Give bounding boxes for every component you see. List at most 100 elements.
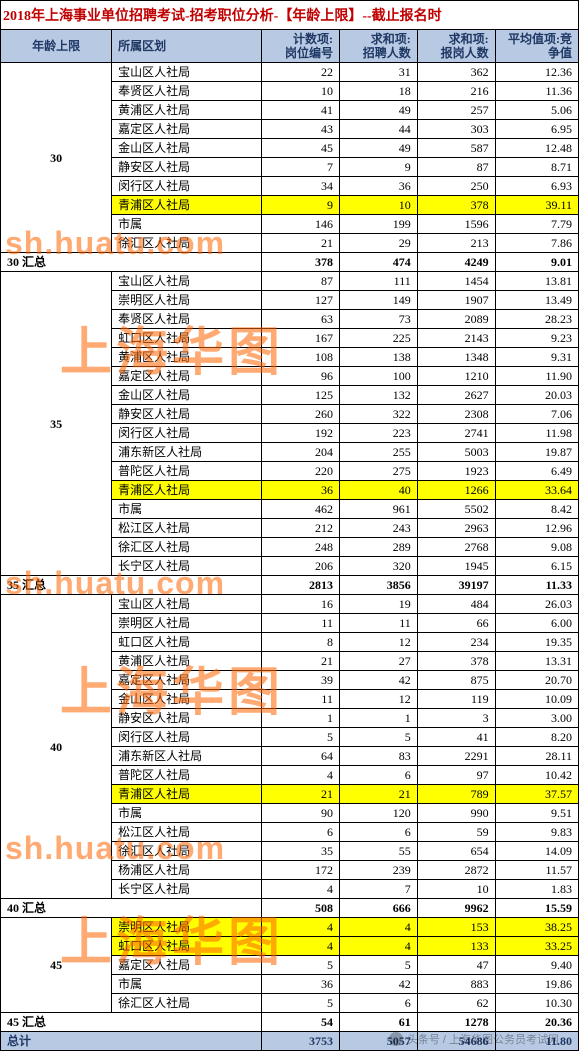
count-cell: 248 [262, 538, 340, 557]
count-cell: 90 [262, 804, 340, 823]
apply-cell: 1907 [417, 291, 495, 310]
th-district: 所属区划 [112, 30, 262, 63]
count-cell: 4 [262, 880, 340, 899]
district-cell: 浦东新区人社局 [112, 747, 262, 766]
avg-cell: 8.20 [495, 728, 578, 747]
apply-cell: 5502 [417, 500, 495, 519]
page-title: 2018年上海事业单位招聘考试-招考职位分析-【年龄上限】--截止报名时 [0, 0, 579, 29]
avg-cell: 8.71 [495, 158, 578, 177]
count-cell: 16 [262, 595, 340, 614]
avg-cell: 9.51 [495, 804, 578, 823]
avg-cell: 6.93 [495, 177, 578, 196]
total-cell: 总计 [1, 1032, 262, 1051]
apply-cell: 378 [417, 196, 495, 215]
apply-cell: 654 [417, 842, 495, 861]
district-cell: 黄浦区人社局 [112, 652, 262, 671]
summary-avg: 20.36 [495, 1013, 578, 1032]
count-cell: 212 [262, 519, 340, 538]
district-cell: 市属 [112, 975, 262, 994]
count-cell: 35 [262, 842, 340, 861]
apply-cell: 234 [417, 633, 495, 652]
district-cell: 徐汇区人社局 [112, 842, 262, 861]
apply-cell: 41 [417, 728, 495, 747]
count-cell: 127 [262, 291, 340, 310]
avg-cell: 7.06 [495, 405, 578, 424]
summary-apply: 1278 [417, 1013, 495, 1032]
recruit-cell: 5 [339, 956, 417, 975]
summary-row: 35 汇总281338563919711.33 [1, 576, 579, 595]
count-cell: 172 [262, 861, 340, 880]
recruit-cell: 289 [339, 538, 417, 557]
district-cell: 虹口区人社局 [112, 329, 262, 348]
summary-avg: 15.59 [495, 899, 578, 918]
recruit-cell: 120 [339, 804, 417, 823]
avg-cell: 9.40 [495, 956, 578, 975]
count-cell: 220 [262, 462, 340, 481]
total-row: 总计375350575468611.80 [1, 1032, 579, 1051]
recruit-cell: 49 [339, 101, 417, 120]
recruit-cell: 275 [339, 462, 417, 481]
recruit-cell: 49 [339, 139, 417, 158]
apply-cell: 2308 [417, 405, 495, 424]
avg-cell: 19.86 [495, 975, 578, 994]
table-row: 30宝山区人社局223136212.36 [1, 63, 579, 82]
recruit-cell: 111 [339, 272, 417, 291]
count-cell: 6 [262, 823, 340, 842]
apply-cell: 2089 [417, 310, 495, 329]
apply-cell: 3 [417, 709, 495, 728]
apply-cell: 362 [417, 63, 495, 82]
data-table: 年龄上限 所属区划 计数项:岗位编号 求和项:招聘人数 求和项:报岗人数 平均值… [0, 29, 579, 1051]
avg-cell: 38.25 [495, 918, 578, 937]
avg-cell: 6.15 [495, 557, 578, 576]
summary-apply: 9962 [417, 899, 495, 918]
avg-cell: 3.00 [495, 709, 578, 728]
district-cell: 徐汇区人社局 [112, 234, 262, 253]
district-cell: 青浦区人社局 [112, 481, 262, 500]
recruit-cell: 149 [339, 291, 417, 310]
district-cell: 闵行区人社局 [112, 177, 262, 196]
recruit-cell: 31 [339, 63, 417, 82]
recruit-cell: 322 [339, 405, 417, 424]
count-cell: 192 [262, 424, 340, 443]
avg-cell: 14.09 [495, 842, 578, 861]
apply-cell: 2963 [417, 519, 495, 538]
table-row: 40宝山区人社局161948426.03 [1, 595, 579, 614]
district-cell: 黄浦区人社局 [112, 101, 262, 120]
district-cell: 嘉定区人社局 [112, 956, 262, 975]
district-cell: 普陀区人社局 [112, 766, 262, 785]
avg-cell: 12.96 [495, 519, 578, 538]
count-cell: 45 [262, 139, 340, 158]
count-cell: 21 [262, 785, 340, 804]
apply-cell: 883 [417, 975, 495, 994]
recruit-cell: 27 [339, 652, 417, 671]
apply-cell: 1348 [417, 348, 495, 367]
total-cell: 5057 [339, 1032, 417, 1051]
recruit-cell: 36 [339, 177, 417, 196]
apply-cell: 1210 [417, 367, 495, 386]
avg-cell: 9.08 [495, 538, 578, 557]
apply-cell: 87 [417, 158, 495, 177]
district-cell: 杨浦区人社局 [112, 861, 262, 880]
header-row: 年龄上限 所属区划 计数项:岗位编号 求和项:招聘人数 求和项:报岗人数 平均值… [1, 30, 579, 63]
count-cell: 108 [262, 348, 340, 367]
avg-cell: 28.23 [495, 310, 578, 329]
district-cell: 市属 [112, 804, 262, 823]
summary-avg: 11.33 [495, 576, 578, 595]
apply-cell: 213 [417, 234, 495, 253]
district-cell: 奉贤区人社局 [112, 310, 262, 329]
apply-cell: 133 [417, 937, 495, 956]
summary-label: 35 汇总 [1, 576, 262, 595]
recruit-cell: 225 [339, 329, 417, 348]
avg-cell: 33.25 [495, 937, 578, 956]
apply-cell: 66 [417, 614, 495, 633]
recruit-cell: 19 [339, 595, 417, 614]
apply-cell: 2627 [417, 386, 495, 405]
apply-cell: 1923 [417, 462, 495, 481]
count-cell: 5 [262, 994, 340, 1013]
count-cell: 5 [262, 956, 340, 975]
apply-cell: 1266 [417, 481, 495, 500]
district-cell: 青浦区人社局 [112, 785, 262, 804]
avg-cell: 7.79 [495, 215, 578, 234]
apply-cell: 2872 [417, 861, 495, 880]
count-cell: 10 [262, 82, 340, 101]
